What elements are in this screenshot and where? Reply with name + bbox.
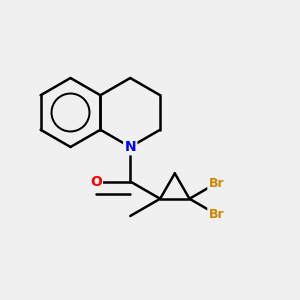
Text: Br: Br	[208, 177, 224, 190]
Text: N: N	[124, 140, 136, 154]
Text: Br: Br	[208, 208, 224, 221]
Text: O: O	[90, 175, 102, 188]
